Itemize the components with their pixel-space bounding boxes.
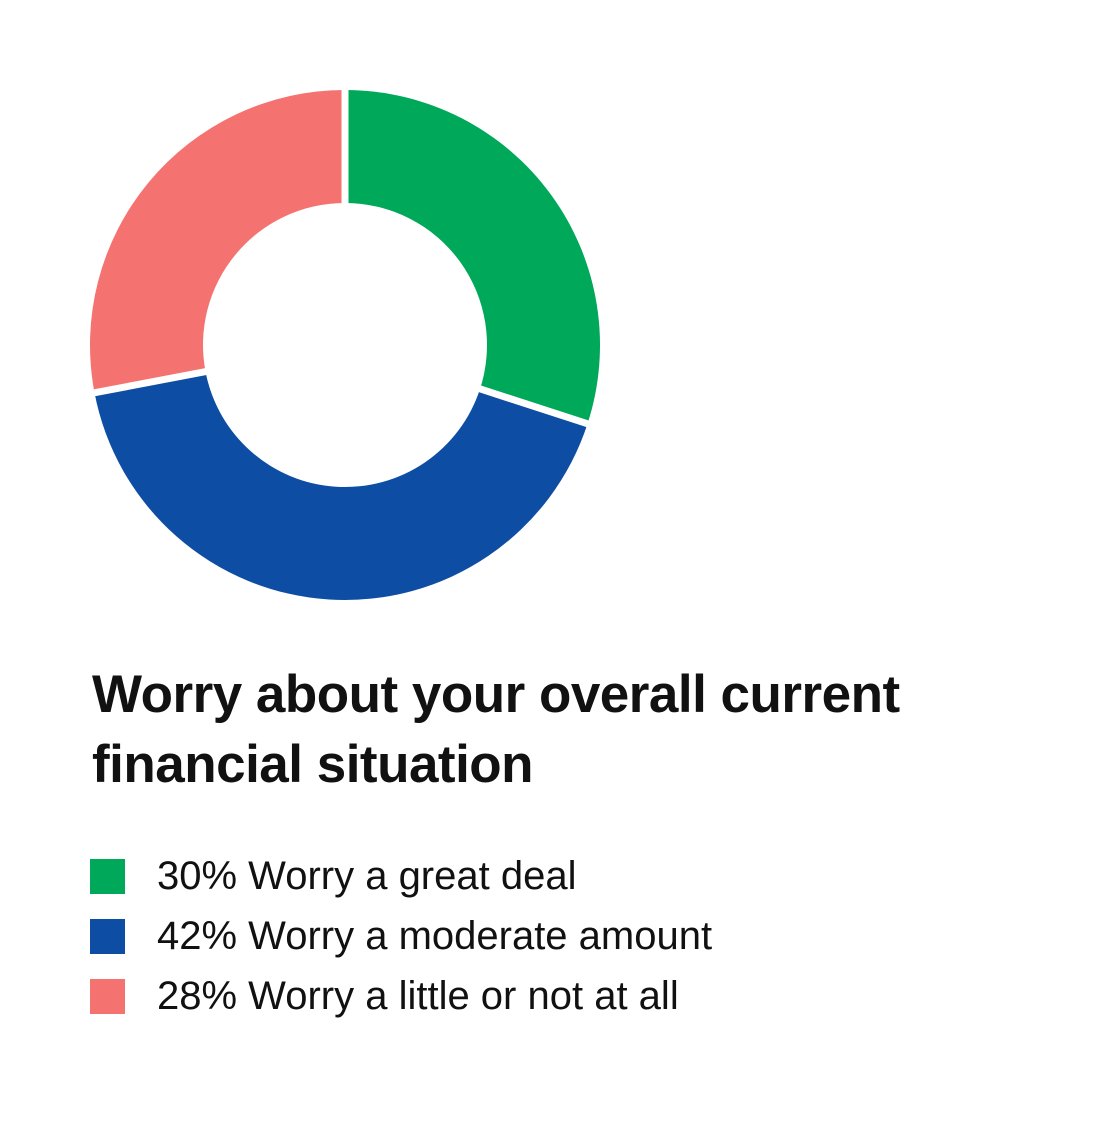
donut-slice-little-or-none	[89, 90, 345, 393]
legend-swatch-moderate-amount	[90, 918, 125, 954]
donut-chart	[89, 87, 600, 601]
legend-swatch-little-or-none	[90, 978, 125, 1014]
donut-slice-great-deal	[345, 90, 600, 424]
legend-label-moderate-amount: 42% Worry a moderate amount	[157, 914, 713, 958]
legend-item-moderate-amount: 42% Worry a moderate amount	[90, 906, 990, 966]
legend-item-little-or-none: 28% Worry a little or not at all	[90, 966, 990, 1026]
legend-swatch-great-deal	[90, 858, 125, 894]
chart-title-line-2: financial situation	[92, 735, 534, 794]
chart-title-line-1: Worry about your overall current	[92, 665, 900, 724]
legend-label-little-or-none: 28% Worry a little or not at all	[157, 974, 679, 1018]
slice-separator-moderate-amount	[476, 384, 592, 429]
legend: 30% Worry a great deal 42% Worry a moder…	[90, 846, 990, 1026]
legend-label-great-deal: 30% Worry a great deal	[157, 854, 577, 898]
donut-slice-moderate-amount	[94, 371, 588, 601]
slice-separator-little-or-none	[90, 367, 210, 397]
chart-title: Worry about your overall current financi…	[92, 660, 1072, 800]
legend-item-great-deal: 30% Worry a great deal	[90, 846, 990, 906]
